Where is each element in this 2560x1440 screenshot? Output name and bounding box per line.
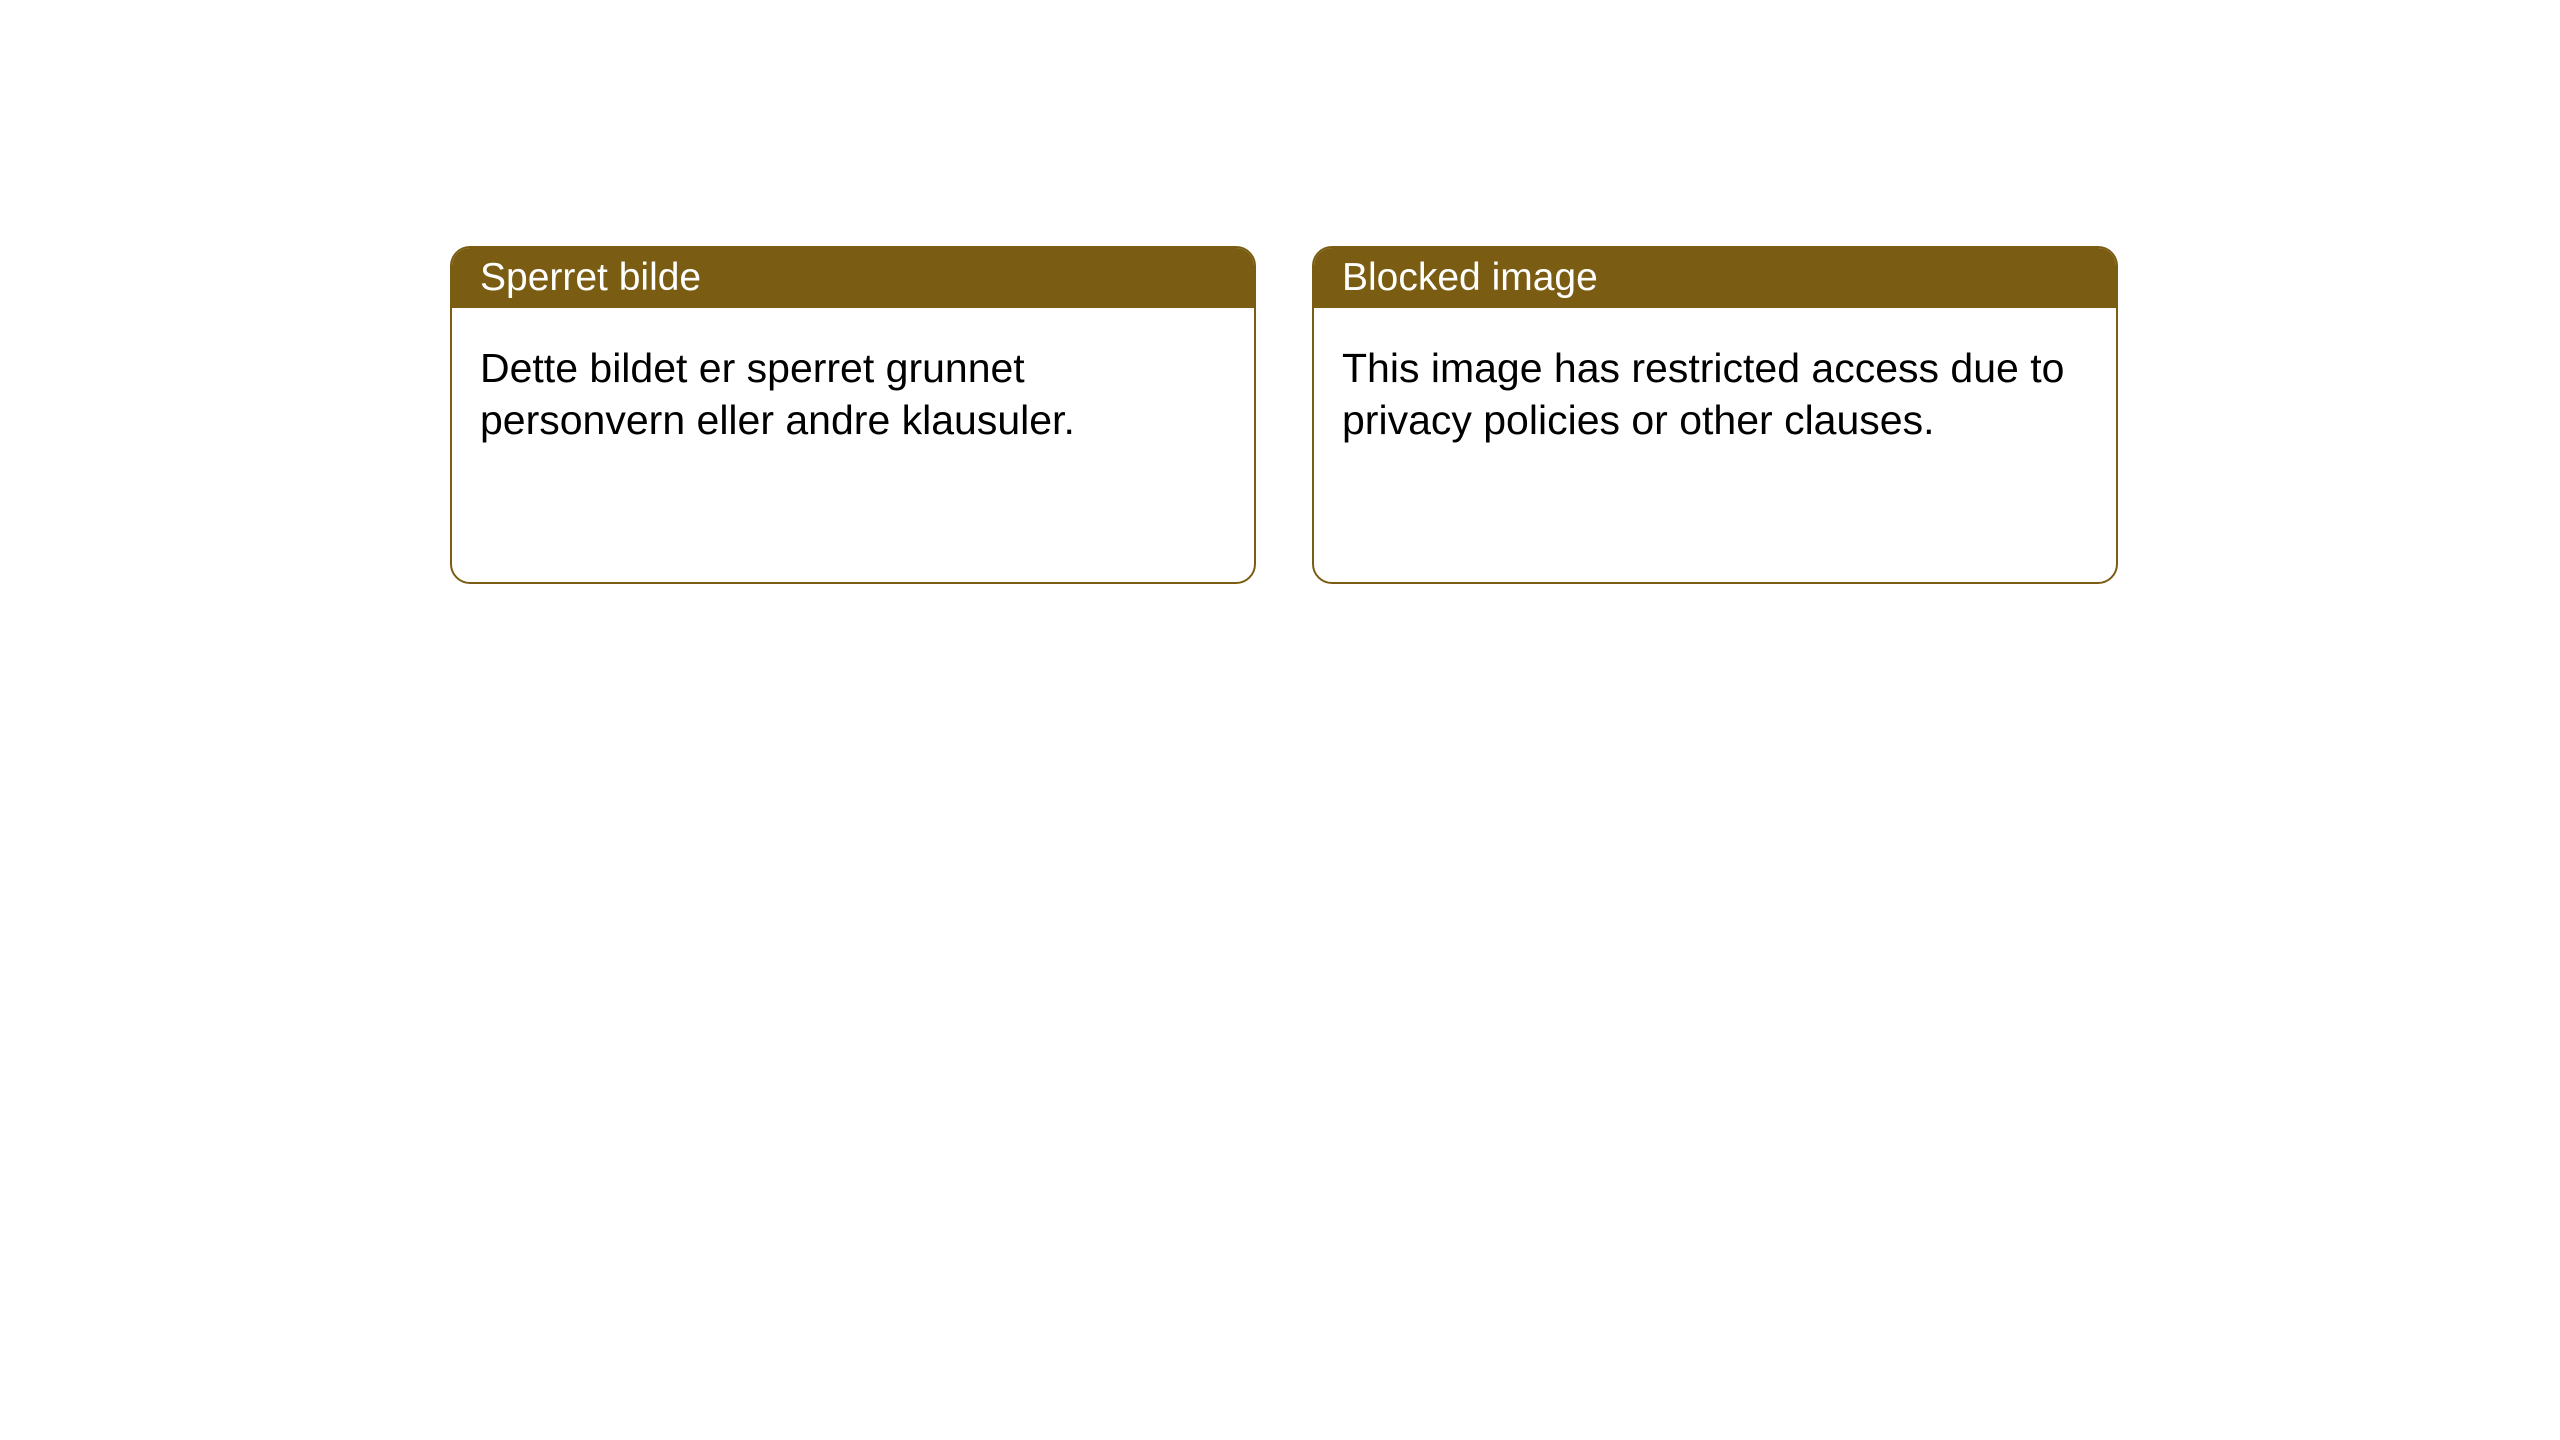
notice-card-english: Blocked image This image has restricted …: [1312, 246, 2118, 584]
notice-title: Sperret bilde: [480, 256, 701, 299]
notice-title: Blocked image: [1342, 256, 1598, 299]
notice-body: Dette bildet er sperret grunnet personve…: [452, 308, 1254, 481]
notice-body: This image has restricted access due to …: [1314, 308, 2116, 481]
notice-header: Sperret bilde: [452, 248, 1254, 308]
notice-message: This image has restricted access due to …: [1342, 345, 2064, 443]
notice-header: Blocked image: [1314, 248, 2116, 308]
notice-container: Sperret bilde Dette bildet er sperret gr…: [0, 0, 2560, 584]
notice-card-norwegian: Sperret bilde Dette bildet er sperret gr…: [450, 246, 1256, 584]
notice-message: Dette bildet er sperret grunnet personve…: [480, 345, 1075, 443]
